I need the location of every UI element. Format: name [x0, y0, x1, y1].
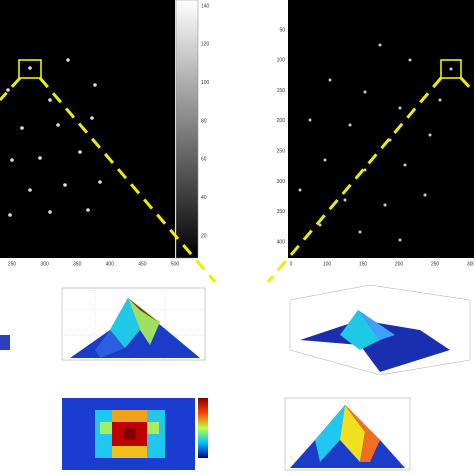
spots [6, 58, 102, 217]
y-tick-label: 150 [277, 88, 286, 94]
spot [408, 58, 412, 62]
x-tick-label: 300 [467, 261, 474, 267]
colorbar-tick-label: 60 [201, 157, 207, 163]
heatmap [62, 398, 208, 470]
x-tick-label: 200 [395, 261, 404, 267]
right-image [288, 0, 474, 258]
spot [398, 106, 402, 110]
colorbar-tick-label: 140 [201, 3, 210, 9]
spot [323, 158, 327, 162]
spot [38, 156, 42, 160]
spot [298, 188, 302, 192]
spot [78, 150, 82, 154]
x-tick-label: 150 [359, 261, 368, 267]
spot [363, 90, 367, 94]
spot [66, 58, 70, 62]
y-tick-label: 100 [277, 58, 286, 64]
y-tick-label: 50 [279, 27, 285, 33]
spot [28, 188, 32, 192]
spot [93, 83, 97, 87]
y-tick-label: 400 [277, 239, 286, 245]
roi-box [440, 59, 462, 79]
spot [56, 123, 60, 127]
spot [8, 213, 12, 217]
surface-plot [289, 284, 471, 376]
spot [86, 208, 90, 212]
surface-plot [284, 397, 411, 471]
spot [48, 98, 52, 102]
spot [308, 118, 312, 122]
spot [90, 116, 94, 120]
x-tick-label: 250 [431, 261, 440, 267]
partial-plot [0, 335, 10, 350]
spot [348, 123, 352, 127]
spot [20, 126, 24, 130]
spot [423, 193, 427, 197]
y-tick-label: 300 [277, 179, 286, 185]
colorbar-tick-label: 120 [201, 42, 210, 48]
x-tick-label: 400 [106, 261, 115, 267]
zoom-lines [0, 76, 474, 283]
x-tick-label: 450 [138, 261, 147, 267]
spot [48, 210, 52, 214]
left-image [0, 0, 175, 258]
x-tick-label: 250 [8, 261, 17, 267]
spot [98, 180, 102, 184]
roi-box [18, 59, 42, 79]
y-tick-label: 350 [277, 209, 286, 215]
colorbar-tick-label: 20 [201, 233, 207, 239]
spot [28, 66, 32, 70]
spot [438, 98, 442, 102]
spot [63, 183, 67, 187]
spot [378, 43, 382, 47]
spot [6, 88, 10, 92]
spot [358, 230, 362, 234]
y-tick-label: 250 [277, 148, 286, 154]
spot [398, 238, 402, 242]
x-tick-label: 500 [171, 261, 180, 267]
colorbar [175, 0, 199, 259]
colorbar-tick-label: 40 [201, 195, 207, 201]
surface-plot [61, 287, 206, 361]
spot [328, 78, 332, 82]
colorbar-tick-label: 80 [201, 118, 207, 124]
spot [449, 67, 453, 71]
spot [428, 133, 432, 137]
spot [318, 223, 322, 227]
x-tick-label: 300 [40, 261, 49, 267]
x-tick-label: 0 [290, 261, 293, 267]
spot [343, 198, 347, 202]
y-tick-label: 200 [277, 118, 286, 124]
x-tick-label: 350 [73, 261, 82, 267]
spot [10, 158, 14, 162]
colorbar-tick-label: 100 [201, 80, 210, 86]
spot [383, 203, 387, 207]
spot [403, 163, 407, 167]
x-tick-label: 100 [323, 261, 332, 267]
